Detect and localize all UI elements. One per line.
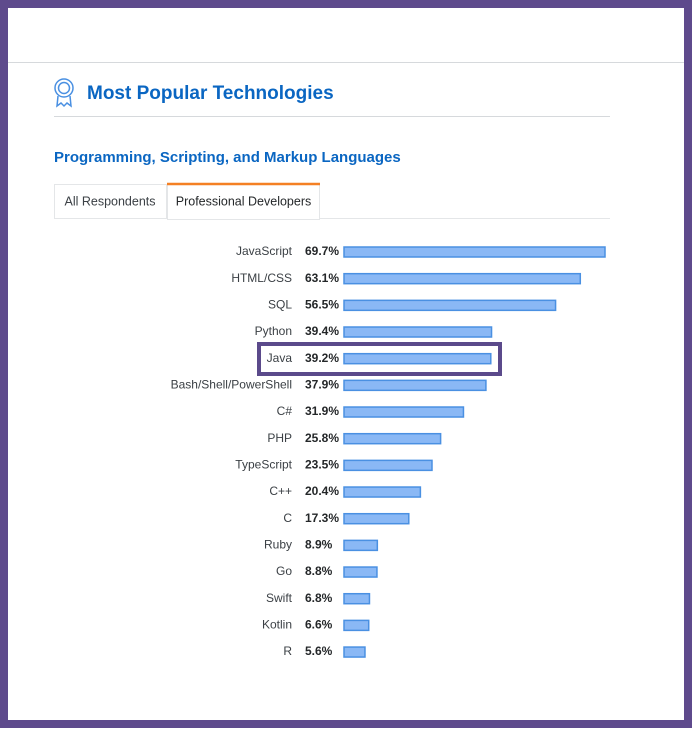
category-label: PHP	[267, 431, 292, 445]
value-label: 31.9%	[305, 404, 339, 418]
value-label: 56.5%	[305, 298, 339, 312]
category-label: Swift	[266, 591, 293, 605]
value-label: 20.4%	[305, 484, 339, 498]
value-label: 17.3%	[305, 511, 339, 525]
value-label: 63.1%	[305, 271, 339, 285]
highlight-box	[257, 342, 502, 376]
section-title: Most Popular Technologies	[87, 83, 334, 104]
category-label: Ruby	[264, 538, 292, 552]
category-label: Bash/Shell/PowerShell	[171, 378, 292, 392]
category-label: R	[283, 644, 292, 658]
category-label: JavaScript	[236, 244, 293, 258]
value-label: 6.6%	[305, 618, 333, 632]
bar	[343, 326, 493, 338]
badge-icon	[54, 78, 74, 108]
tab-label[interactable]: All Respondents	[64, 194, 155, 208]
value-label: 6.8%	[305, 591, 333, 605]
chart-subtitle: Programming, Scripting, and Markup Langu…	[54, 149, 401, 166]
tab-label[interactable]: Professional Developers	[176, 194, 312, 208]
category-label: Kotlin	[262, 618, 292, 632]
bar	[343, 406, 465, 418]
bar	[343, 646, 366, 658]
category-label: SQL	[268, 298, 292, 312]
category-label: Java	[267, 351, 293, 365]
value-label: 39.2%	[305, 351, 339, 365]
value-label: 8.8%	[305, 564, 333, 578]
tab[interactable]	[54, 184, 167, 219]
value-label: 25.8%	[305, 431, 339, 445]
category-label: C++	[269, 484, 292, 498]
value-label: 23.5%	[305, 458, 339, 472]
bar	[343, 619, 370, 632]
value-label: 37.9%	[305, 378, 339, 392]
bar	[343, 459, 433, 472]
category-label: Python	[255, 324, 292, 338]
bar	[343, 246, 606, 258]
bar	[343, 272, 582, 285]
bar	[343, 352, 492, 365]
bar	[343, 512, 410, 525]
category-label: TypeScript	[235, 458, 292, 472]
category-label: HTML/CSS	[231, 271, 292, 285]
category-label: Go	[276, 564, 292, 578]
value-label: 39.4%	[305, 324, 339, 338]
bar	[343, 486, 422, 498]
value-label: 8.9%	[305, 538, 333, 552]
tab-active[interactable]	[167, 184, 320, 220]
bar-chart: JavaScript 69.7% HTML/CSS 63.1% SQL 56.5% Pyth…	[171, 244, 606, 658]
bar	[343, 432, 442, 445]
bar	[343, 379, 487, 392]
bar	[343, 539, 379, 552]
bar	[343, 299, 557, 312]
value-label: 69.7%	[305, 244, 339, 258]
value-label: 5.6%	[305, 644, 333, 658]
category-label: C#	[277, 404, 293, 418]
category-label: C	[283, 511, 292, 525]
bar	[343, 566, 378, 578]
bar	[343, 592, 371, 605]
